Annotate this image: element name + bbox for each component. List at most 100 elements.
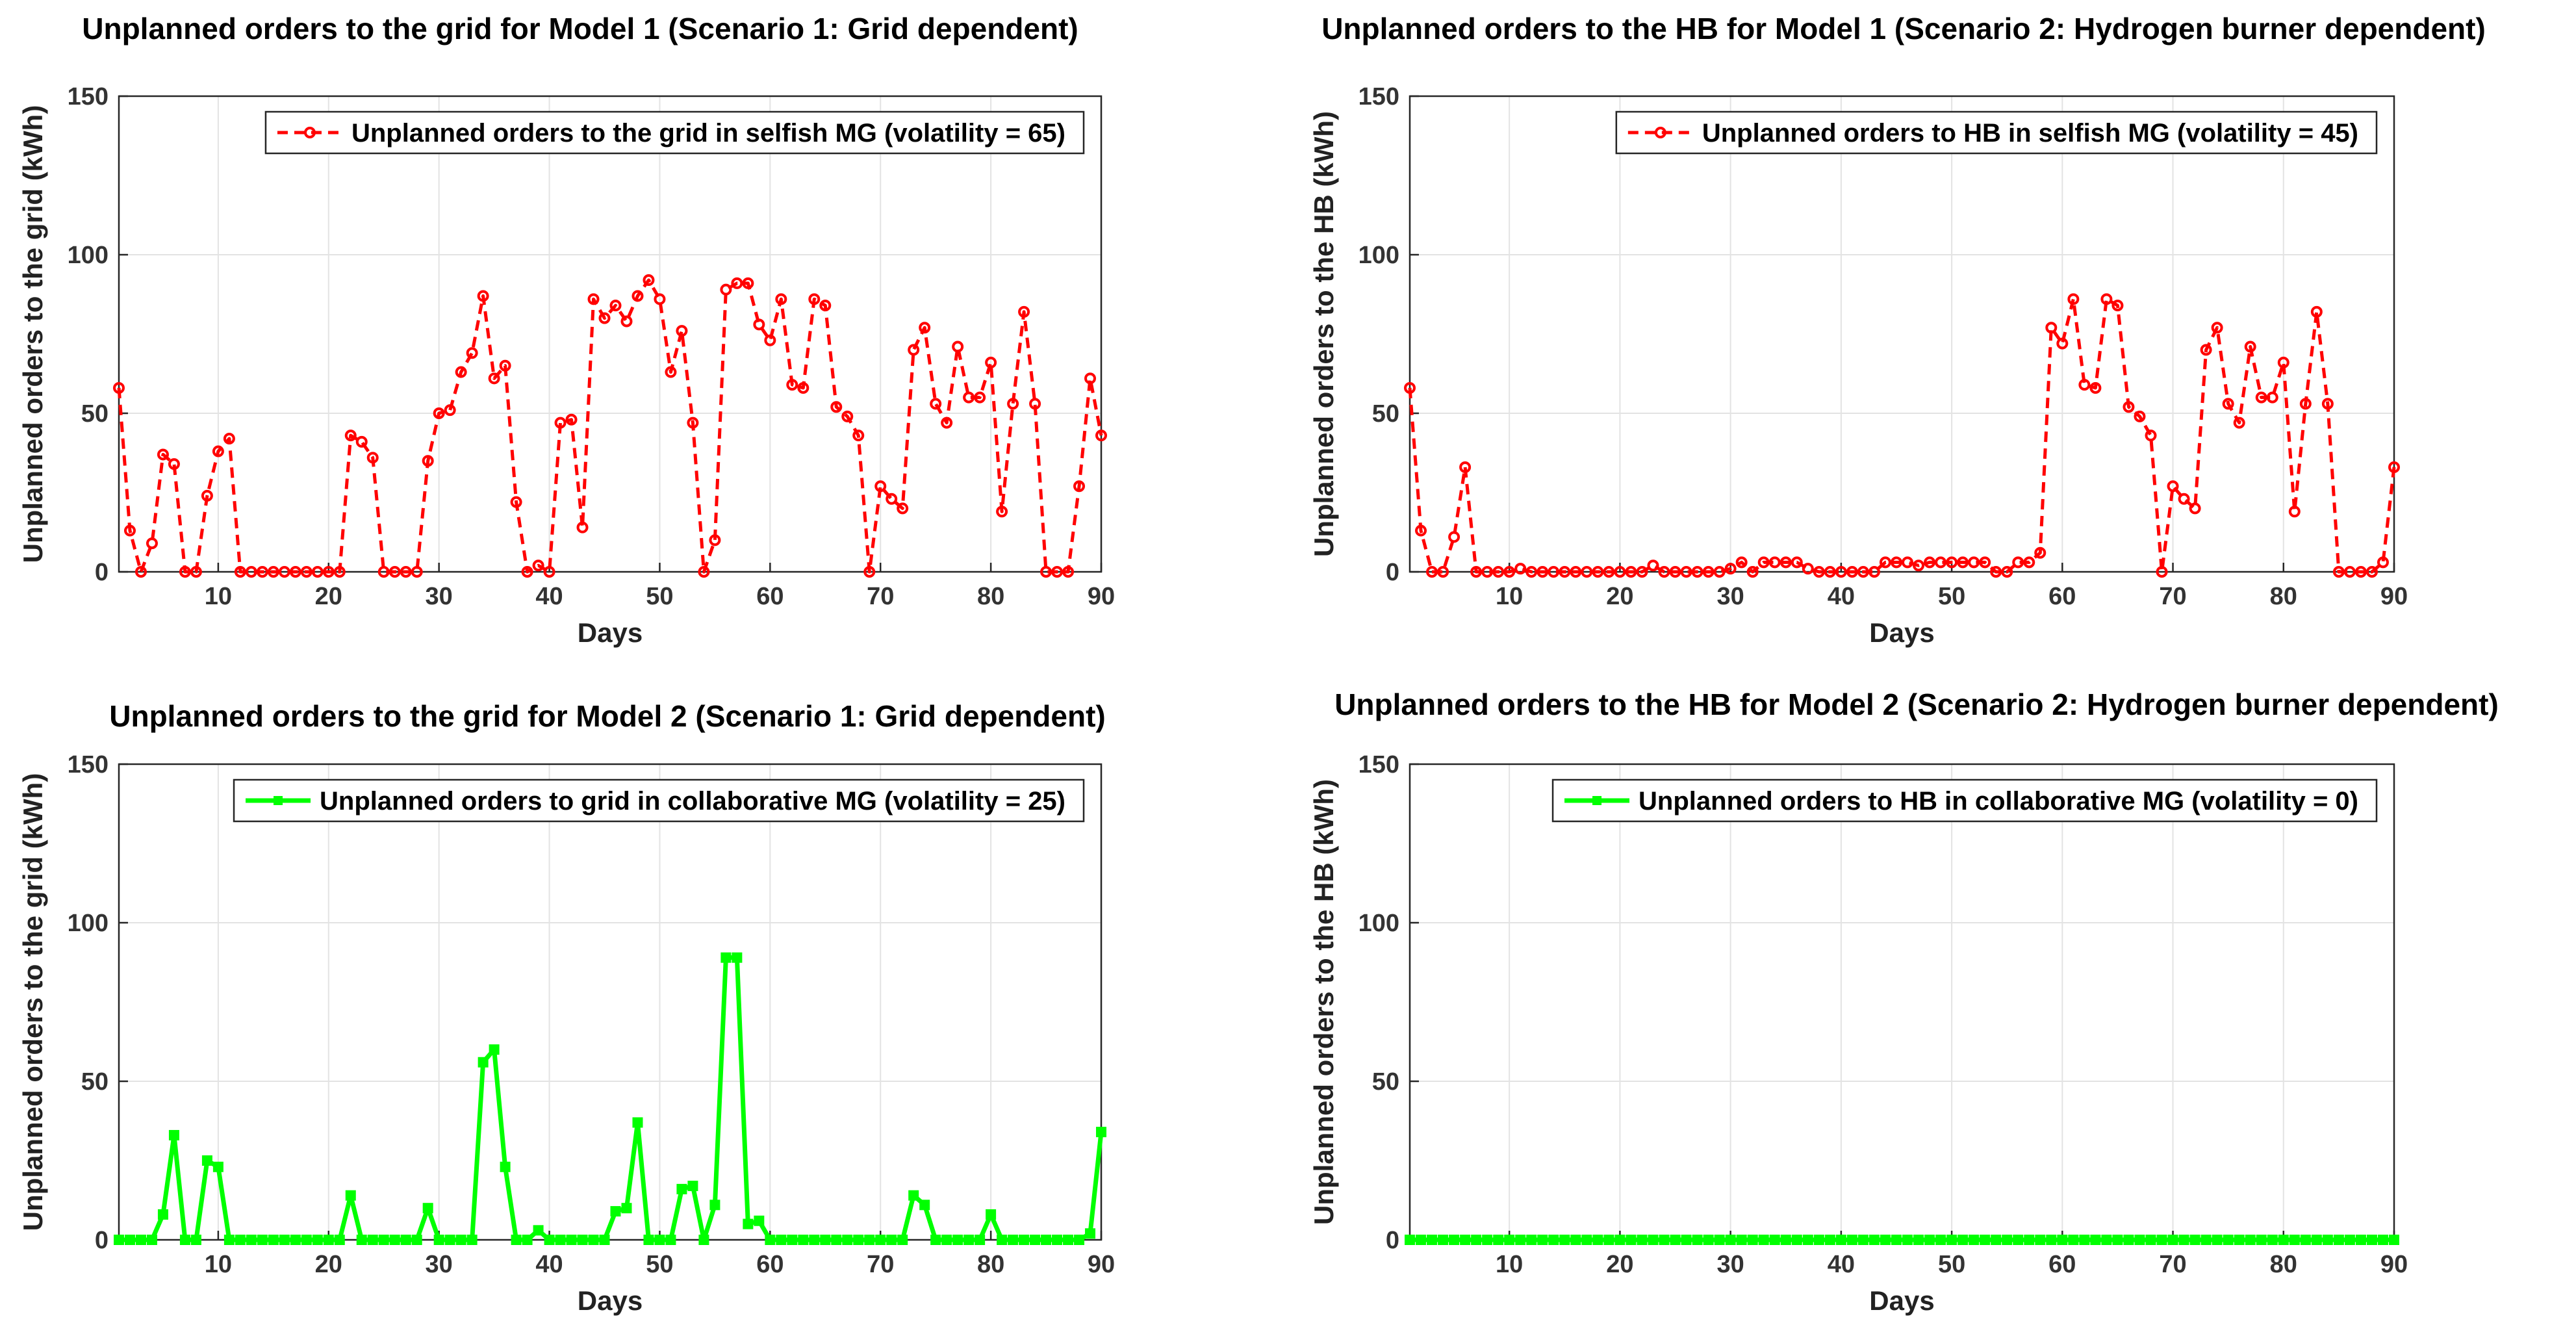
data-point	[2178, 493, 2190, 505]
data-point	[1902, 556, 1914, 569]
data-point	[190, 566, 202, 578]
y-tick-label: 100	[68, 910, 108, 937]
data-point	[234, 566, 246, 578]
legend: Unplanned orders to grid in collaborativ…	[233, 778, 1085, 823]
data-point	[433, 407, 445, 419]
x-tick-label: 20	[1606, 583, 1633, 610]
data-point	[290, 1235, 301, 1245]
y-tick-label: 0	[95, 559, 108, 586]
data-point	[1669, 566, 1681, 578]
data-point	[665, 1235, 676, 1245]
data-point	[168, 458, 180, 470]
y-tick-label: 0	[95, 1227, 108, 1254]
chart-panel-2: 10 20 30 40 50 60 70 80 90 0 50 100 150 Unplanned ord…	[1308, 12, 2486, 648]
data-point	[798, 1235, 809, 1245]
data-point	[2046, 1235, 2057, 1245]
data-point	[1768, 556, 1781, 569]
data-point	[1548, 566, 1560, 578]
data-point	[378, 1235, 389, 1245]
data-point	[1824, 566, 1836, 578]
data-point	[963, 1235, 975, 1245]
data-point	[279, 1235, 290, 1245]
data-point	[500, 1161, 511, 1172]
data-point	[974, 391, 986, 404]
x-tick-label: 80	[977, 1251, 1004, 1278]
data-point	[455, 366, 467, 378]
x-tick-label: 90	[2380, 1251, 2408, 1278]
x-tick-label: 30	[1717, 1251, 1744, 1278]
y-axis-label: Unplanned orders to the grid (kWh)	[18, 773, 48, 1231]
data-point	[411, 1235, 422, 1245]
data-point	[1958, 1235, 1969, 1245]
data-point	[1779, 556, 1792, 569]
data-point	[2145, 1235, 2156, 1245]
data-point	[2222, 398, 2234, 410]
data-point	[1073, 480, 1086, 493]
data-point	[400, 566, 412, 578]
data-point	[1791, 1235, 1802, 1245]
data-point	[1559, 566, 1571, 578]
data-point	[1658, 566, 1670, 578]
legend-box	[264, 110, 1085, 155]
data-point	[2178, 1235, 2189, 1245]
data-point	[1968, 556, 1980, 569]
data-point	[1659, 1235, 1670, 1245]
data-point	[1471, 1235, 1482, 1245]
data-point	[278, 566, 290, 578]
data-point	[235, 1235, 246, 1245]
y-axis-label: Unplanned orders to the HB (kWh)	[1308, 779, 1339, 1225]
data-point	[1592, 1235, 1603, 1245]
x-tick-label: 70	[867, 1251, 894, 1278]
x-tick-label: 60	[2048, 583, 2076, 610]
data-point	[1891, 1235, 1902, 1245]
data-point	[2244, 340, 2256, 353]
data-point	[1769, 1235, 1780, 1245]
data-point	[1747, 1235, 1758, 1245]
data-point	[366, 452, 379, 464]
x-tick-label: 40	[535, 1251, 563, 1278]
data-point	[1008, 1235, 1019, 1245]
data-point	[797, 381, 810, 394]
data-point	[709, 1200, 721, 1211]
data-point	[1603, 1235, 1614, 1245]
data-point	[1969, 1235, 1980, 1245]
x-tick-label: 70	[867, 583, 894, 610]
x-tick-label: 60	[756, 583, 784, 610]
legend: Unplanned orders to the grid in selfish …	[264, 110, 1085, 155]
data-point	[598, 312, 611, 324]
x-tick-label: 10	[1496, 1251, 1523, 1278]
data-point	[2354, 566, 2367, 578]
data-point	[201, 489, 213, 502]
data-point	[1537, 1235, 1548, 1245]
data-point	[1459, 461, 1472, 473]
legend-label: Unplanned orders to HB in collaborative …	[1639, 787, 2358, 816]
data-point	[1063, 1235, 1074, 1245]
data-point	[333, 566, 346, 578]
data-point	[721, 952, 732, 963]
data-point	[2377, 556, 2389, 569]
data-point	[389, 1235, 400, 1245]
data-point	[776, 1235, 787, 1245]
data-point	[687, 1181, 698, 1192]
data-point	[2078, 379, 2091, 391]
data-point	[1647, 559, 1659, 572]
chart-title: Unplanned orders to the HB for Model 1 (…	[1321, 12, 2486, 45]
data-point	[344, 430, 357, 442]
data-point	[2045, 322, 2058, 334]
chart-panel-4: 10 20 30 40 50 60 70 80 90 0 50 100 150 Unplanned ord…	[1308, 687, 2499, 1316]
data-point	[1051, 566, 1064, 578]
plot-area	[119, 96, 1101, 572]
data-point	[1514, 563, 1527, 575]
data-point	[113, 381, 125, 394]
data-point	[997, 1235, 1008, 1245]
x-tick-label: 20	[1606, 1251, 1633, 1278]
data-point	[1637, 1235, 1648, 1245]
data-point	[488, 372, 500, 385]
x-tick-label: 90	[1088, 583, 1115, 610]
data-point	[1835, 566, 1847, 578]
data-point	[2377, 1235, 2388, 1245]
data-point	[2134, 410, 2146, 422]
data-point	[478, 1057, 489, 1068]
